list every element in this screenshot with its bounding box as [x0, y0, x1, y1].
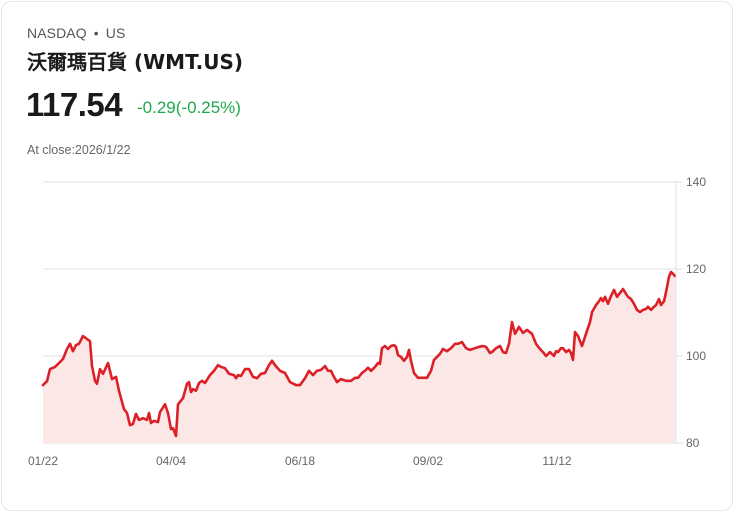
- y-tick-label: 100: [686, 349, 706, 363]
- y-tick-label: 140: [686, 175, 706, 189]
- separator-dot: •: [93, 25, 99, 41]
- exchange-name: NASDAQ: [27, 25, 87, 41]
- price-change: -0.29(-0.25%): [137, 98, 241, 117]
- stock-price: 117.54: [26, 86, 123, 123]
- x-tick-label: 09/02: [413, 454, 443, 468]
- y-tick-label: 80: [686, 436, 700, 450]
- x-tick-label: 11/12: [542, 454, 571, 468]
- chart-price-line: [41, 270, 677, 438]
- x-tick-label: 06/18: [285, 454, 315, 468]
- y-tick-label: 120: [686, 262, 706, 276]
- stock-title: 沃爾瑪百貨 (WMT.US): [27, 50, 244, 74]
- x-tick-label: 04/04: [156, 454, 186, 468]
- y-axis-labels: 140 120 100 80: [686, 175, 706, 450]
- close-timestamp: At close:2026/1/22: [27, 143, 131, 157]
- chart-area-fill: [43, 272, 675, 443]
- x-axis-labels: 01/22 04/04 06/18 09/02 11/12: [28, 454, 572, 468]
- exchange-label: NASDAQ • US: [27, 25, 125, 41]
- region-label: US: [105, 25, 126, 41]
- x-tick-label: 01/22: [28, 454, 58, 468]
